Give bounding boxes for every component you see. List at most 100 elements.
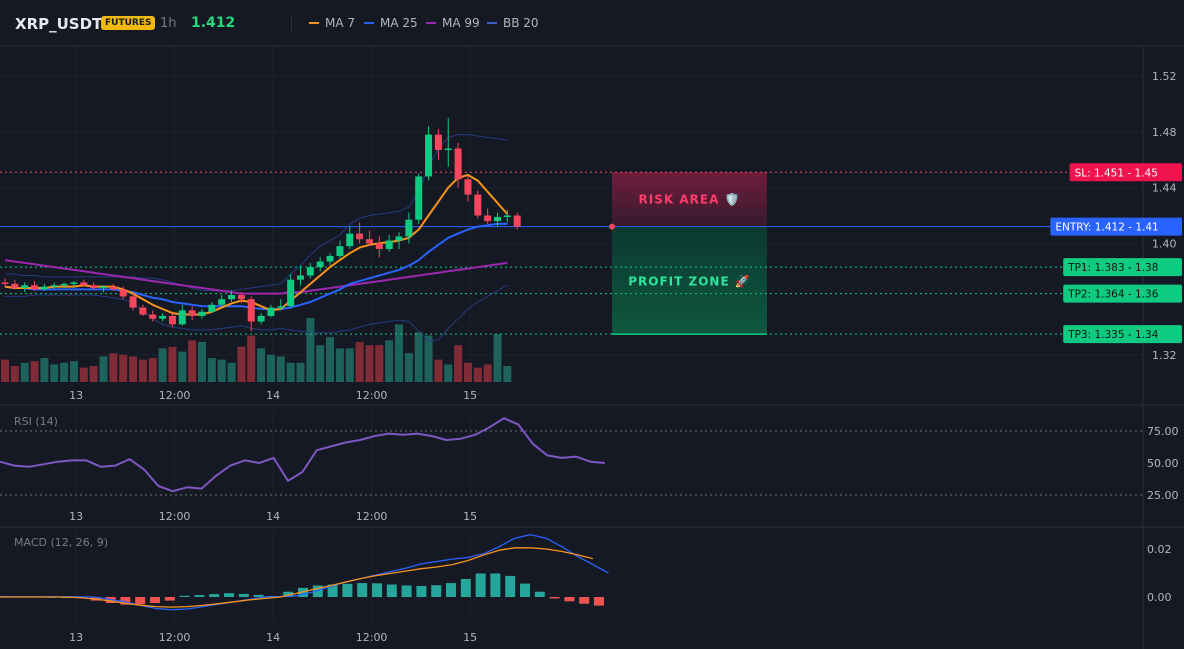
candle-body: [257, 315, 265, 322]
chart-header: XRP_USDT FUTURES 1h 1.412 MA 7 MA 25 MA …: [0, 0, 1184, 46]
legend-bb20-label: BB 20: [503, 16, 539, 30]
volume-bar: [227, 362, 236, 382]
candle-body: [159, 315, 167, 319]
time-tick-label: 14: [266, 389, 280, 402]
price-tick-label: 1.32: [1152, 349, 1177, 362]
volume-bar: [207, 358, 216, 382]
macd-hist-bar: [475, 573, 486, 597]
time-tick-label: 12:00: [356, 631, 388, 644]
macd-title: MACD (12, 26, 9): [14, 536, 108, 549]
candle-body: [237, 295, 245, 300]
rsi-title: RSI (14): [14, 415, 58, 428]
candle-body: [356, 233, 364, 240]
macd-hist-bar: [460, 579, 471, 597]
volume-bar: [286, 362, 295, 382]
candle-body: [119, 289, 127, 297]
macd-signal-line: [0, 547, 593, 608]
symbol-name[interactable]: XRP_USDT: [15, 15, 103, 33]
volume-bar: [10, 366, 19, 382]
candle-body: [474, 194, 482, 216]
main-pane: [0, 46, 1143, 382]
tp1-label-text: TP1: 1.383 - 1.38: [1067, 262, 1158, 274]
volume-bar: [483, 364, 492, 382]
candle-body: [198, 311, 206, 316]
volume-bar: [40, 358, 49, 382]
macd-hist-bar: [594, 597, 604, 606]
volume-bar: [20, 362, 29, 382]
volume-bar: [276, 356, 285, 382]
legend-ma25[interactable]: MA 25: [364, 16, 418, 30]
volume-bar: [109, 353, 118, 382]
legend-bb20[interactable]: BB 20: [487, 16, 539, 30]
time-tick-label: 12:00: [159, 631, 191, 644]
rsi-tick-label: 75.00: [1147, 425, 1179, 438]
macd-hist-bar: [120, 597, 131, 605]
price-tick-label: 1.48: [1152, 126, 1177, 139]
candle-body: [444, 148, 452, 151]
macd-hist-bar: [238, 593, 249, 597]
volume-bar: [119, 354, 128, 382]
volume-bar: [444, 364, 453, 382]
volume-bar: [296, 362, 305, 382]
last-price: 1.412: [191, 15, 236, 31]
macd-hist-bar: [372, 583, 382, 597]
macd-hist-bar: [179, 595, 190, 597]
candle-body: [218, 299, 226, 305]
volume-bar: [257, 348, 266, 382]
time-tick-label: 12:00: [356, 510, 388, 523]
futures-badge: FUTURES: [101, 16, 156, 30]
timeframe-selector[interactable]: 1h: [160, 16, 177, 31]
candle-body: [208, 304, 216, 312]
axes: 1.52 1.48 1.44 1.40 1.32 13 13 13 12:00 12:00 12:0…: [69, 70, 1176, 644]
tp1-label-tag: [1063, 258, 1182, 277]
macd-hist-bar: [194, 595, 205, 597]
time-tick-label: 12:00: [159, 510, 191, 523]
candle-body: [405, 219, 413, 237]
volume-bar: [188, 340, 197, 382]
candle-body: [129, 296, 137, 308]
tp2-label-text: TP2: 1.364 - 1.36: [1067, 289, 1159, 301]
volume-bar: [217, 359, 226, 382]
entry-marker: [609, 223, 615, 230]
macd-hist-bar: [505, 575, 516, 597]
macd-hist-bar: [164, 597, 175, 601]
entry-label-text: ENTRY: 1.412 - 1.41: [1055, 222, 1158, 234]
candle-body: [139, 307, 147, 315]
macd-pane: MACD (12, 26, 9) 0.02 0.00: [0, 533, 1172, 611]
candle-body: [365, 239, 373, 244]
time-tick-label: 15: [463, 389, 477, 402]
macd-hist-bar: [564, 597, 575, 602]
ma99-line: [4, 259, 508, 295]
macd-hist-bar: [253, 594, 264, 597]
bb20-line-icon: [487, 22, 497, 24]
volume-bars: [1, 318, 512, 382]
volume-bar: [404, 353, 413, 382]
ma7-line-icon: [309, 22, 319, 24]
candle-body: [80, 282, 88, 286]
legend-ma99-label: MA 99: [442, 16, 480, 30]
level-lines: [0, 171, 1143, 335]
rsi-tick-label: 50.00: [1147, 457, 1179, 470]
macd-hist-bar: [357, 583, 368, 597]
candle-body: [11, 283, 19, 289]
macd-hist-bar: [209, 594, 220, 597]
macd-tick-label: 0.02: [1147, 543, 1172, 556]
legend-ma7[interactable]: MA 7: [309, 16, 355, 30]
legend-ma99[interactable]: MA 99: [426, 16, 480, 30]
candle-body: [277, 306, 285, 308]
volume-bar: [1, 359, 9, 382]
macd-hist-bar: [520, 583, 530, 597]
volume-bar: [198, 342, 206, 382]
macd-hist-bar: [327, 584, 338, 597]
volume-bar: [79, 367, 88, 382]
candle-body: [484, 215, 492, 222]
price-tick-label: 1.52: [1152, 70, 1177, 83]
macd-hist-bar: [283, 591, 294, 597]
time-tick-label: 15: [463, 631, 477, 644]
ma25-line: [4, 222, 508, 310]
candle-body: [395, 236, 403, 241]
time-tick-label: 14: [266, 510, 280, 523]
volume-bar: [326, 337, 335, 382]
level-labels: SL: 1.451 - 1.45 ENTRY: 1.412 - 1.41 TP1: …: [1050, 163, 1182, 344]
